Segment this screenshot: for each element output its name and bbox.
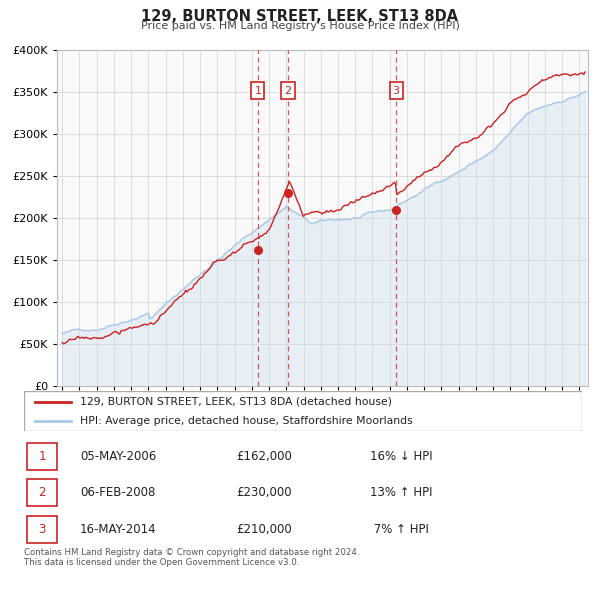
Text: 3: 3 bbox=[38, 523, 46, 536]
Bar bbox=[27, 443, 58, 470]
Text: £162,000: £162,000 bbox=[236, 450, 292, 463]
Text: 1: 1 bbox=[254, 86, 262, 96]
Text: £210,000: £210,000 bbox=[236, 523, 292, 536]
Text: 1: 1 bbox=[38, 450, 46, 463]
Text: 13% ↑ HPI: 13% ↑ HPI bbox=[370, 486, 433, 499]
Text: 129, BURTON STREET, LEEK, ST13 8DA: 129, BURTON STREET, LEEK, ST13 8DA bbox=[142, 9, 458, 24]
Bar bbox=[27, 516, 58, 543]
Text: 16% ↓ HPI: 16% ↓ HPI bbox=[370, 450, 433, 463]
Text: 3: 3 bbox=[392, 86, 400, 96]
Text: HPI: Average price, detached house, Staffordshire Moorlands: HPI: Average price, detached house, Staf… bbox=[80, 416, 413, 425]
Text: 2: 2 bbox=[284, 86, 292, 96]
Text: £230,000: £230,000 bbox=[236, 486, 292, 499]
Text: 129, BURTON STREET, LEEK, ST13 8DA (detached house): 129, BURTON STREET, LEEK, ST13 8DA (deta… bbox=[80, 397, 392, 407]
Bar bbox=[27, 479, 58, 506]
Text: Contains HM Land Registry data © Crown copyright and database right 2024.
This d: Contains HM Land Registry data © Crown c… bbox=[24, 548, 359, 567]
Text: 7% ↑ HPI: 7% ↑ HPI bbox=[370, 523, 429, 536]
Text: 2: 2 bbox=[38, 486, 46, 499]
Text: 06-FEB-2008: 06-FEB-2008 bbox=[80, 486, 155, 499]
Text: 16-MAY-2014: 16-MAY-2014 bbox=[80, 523, 157, 536]
Text: 05-MAY-2006: 05-MAY-2006 bbox=[80, 450, 156, 463]
Text: Price paid vs. HM Land Registry's House Price Index (HPI): Price paid vs. HM Land Registry's House … bbox=[140, 21, 460, 31]
